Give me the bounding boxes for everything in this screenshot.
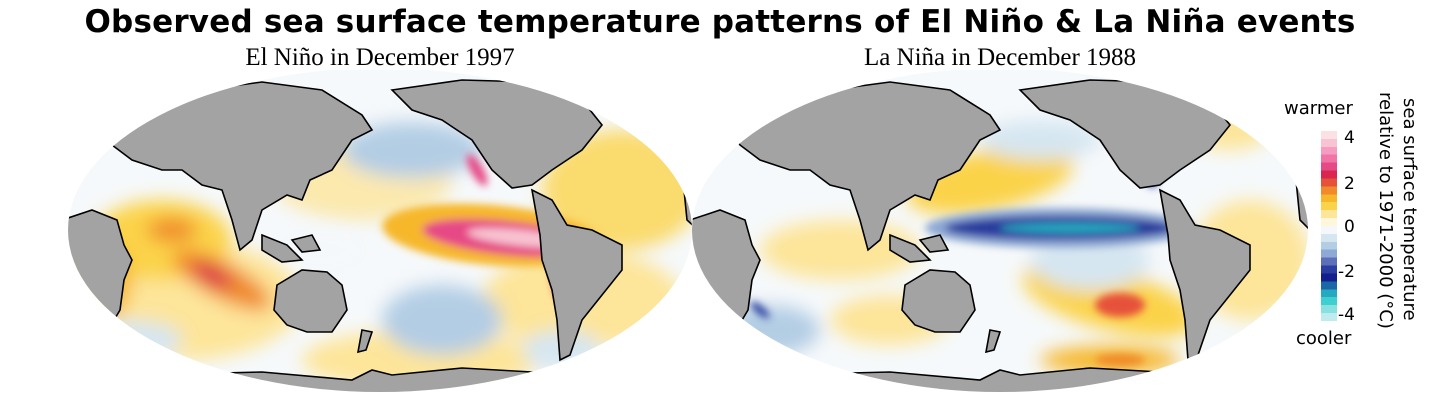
colorbar-tick-neg2: -2 — [1338, 262, 1355, 282]
colorbar-gradient — [1321, 131, 1337, 321]
la-nina-map — [692, 70, 1308, 392]
colorbar-top-label: warmer — [1284, 98, 1353, 119]
colorbar: warmer 4 2 0 -2 -4 cooler relative to 19… — [1262, 90, 1440, 370]
colorbar-bottom-label: cooler — [1296, 328, 1352, 349]
colorbar-axis-label-line2: relative to 1971-2000 (°C) — [1375, 92, 1396, 329]
la-nina-map-title: La Niña in December 1988 — [863, 44, 1137, 71]
colorbar-tick-0: 0 — [1344, 217, 1355, 237]
figure-title: Observed sea surface temperature pattern… — [84, 4, 1356, 40]
colorbar-tick-neg4: -4 — [1338, 305, 1355, 325]
el-nino-map — [68, 70, 692, 392]
colorbar-axis-label-line1: sea surface temperature — [1399, 98, 1420, 321]
colorbar-tick-4: 4 — [1344, 128, 1355, 148]
la-nina-cold-tongue — [750, 162, 1195, 366]
el-nino-map-title: El Niño in December 1997 — [245, 44, 515, 71]
el-nino-land — [68, 74, 692, 392]
colorbar-tick-2: 2 — [1344, 174, 1355, 194]
